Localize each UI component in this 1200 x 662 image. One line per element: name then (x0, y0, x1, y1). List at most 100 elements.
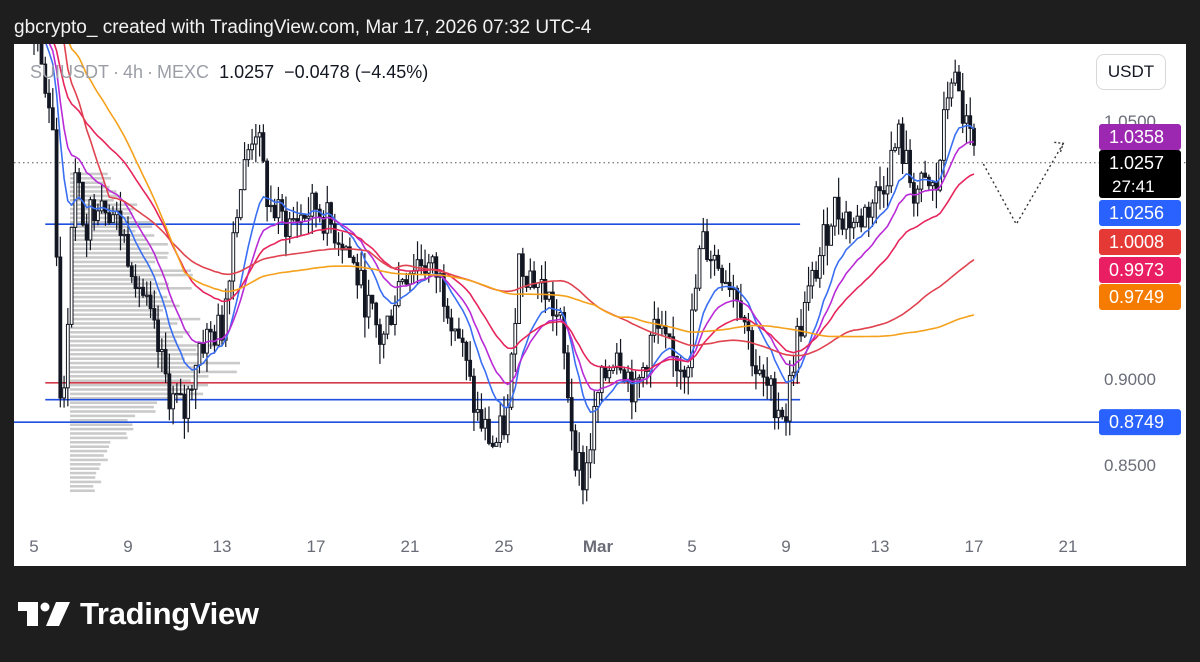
candle-body (107, 212, 112, 224)
candle-body (351, 256, 356, 264)
candle-body (494, 441, 499, 447)
candle-body (754, 365, 758, 375)
candle-body (919, 172, 924, 190)
volume-profile-bar (70, 251, 169, 255)
candle-body (389, 315, 394, 326)
candle-body (310, 192, 315, 217)
candle-body (208, 328, 213, 333)
candle-body (238, 189, 243, 219)
candle-body (314, 192, 318, 210)
candle-body (550, 291, 555, 317)
candle-body (186, 388, 191, 419)
volume-profile-bar (70, 331, 191, 334)
price-label-text: 0.9749 (1109, 287, 1164, 307)
volume-profile-bar (70, 454, 104, 457)
currency-unit-button[interactable]: USDT (1096, 54, 1166, 90)
candle-body (821, 224, 826, 257)
candle-body (863, 206, 867, 228)
volume-profile-bar (70, 397, 190, 400)
candle-body (329, 202, 333, 225)
candle-body (524, 275, 529, 288)
price-axis-label: 1.0358 (1099, 124, 1181, 150)
candle-body (923, 172, 928, 178)
candle-body (366, 294, 371, 318)
ma-line-blue (45, 44, 975, 414)
candle-body (701, 231, 706, 250)
candle-body (370, 294, 375, 304)
x-tick-label: Mar (583, 537, 614, 556)
candle-body (378, 324, 382, 345)
price-label-text: 1.0008 (1109, 232, 1164, 252)
candle-body (633, 378, 638, 403)
candle-body (88, 199, 93, 241)
volume-profile-bar (70, 309, 163, 312)
caption-bar: gbcrypto_ created with TradingView.com, … (0, 0, 1200, 50)
candle-body (885, 185, 890, 195)
candle-body (163, 349, 168, 375)
candle-body (253, 136, 258, 145)
candle-body (92, 199, 97, 222)
candle-body (129, 265, 134, 278)
price-label-text: 1.0257 (1109, 153, 1164, 173)
price-label-text: 1.0256 (1109, 203, 1164, 223)
candle-body (261, 132, 266, 162)
candle-body (566, 352, 570, 399)
volume-profile-bar (70, 256, 168, 259)
candle-body (584, 462, 589, 491)
projection-path (982, 143, 1064, 226)
candle-body (475, 409, 480, 413)
price-label-box (1099, 257, 1181, 283)
price-axis-label: 0.9749 (1099, 284, 1181, 310)
volume-profile-bar (70, 463, 101, 466)
ma-line-red (63, 44, 975, 357)
price-axis-label: 0.8749 (1099, 409, 1181, 436)
x-tick-label: 5 (687, 537, 696, 556)
volume-profile-bar (70, 287, 192, 290)
candle-body (528, 270, 533, 288)
candle-body (321, 216, 326, 234)
chart-panel[interactable]: 5 9 13 17 21 25 Mar 5 9 13 17 21 1.0500 0.9000 0.8500 1… (14, 44, 1186, 566)
candle-body (708, 258, 713, 262)
candle-body (498, 415, 503, 443)
tradingview-wordmark: TradingView (80, 596, 259, 631)
candle-body (769, 378, 773, 386)
tradingview-logo: TradingView (18, 596, 259, 631)
volume-profile-bar (70, 234, 155, 237)
candle-body (581, 452, 585, 491)
candle-body (588, 449, 593, 464)
candle-body (750, 330, 755, 367)
candle-body (400, 279, 405, 283)
candle-body (896, 123, 901, 149)
volume-profile-bar (70, 225, 153, 228)
candle-body (122, 233, 127, 237)
candle-body (675, 356, 679, 372)
candle-body (144, 294, 149, 297)
price-chart[interactable]: 5 9 13 17 21 25 Mar 5 9 13 17 211.05000.90000.85001… (14, 44, 1186, 566)
candle-body (479, 409, 484, 429)
candle-body (347, 246, 352, 258)
candle-body (562, 312, 567, 354)
candle-body (855, 215, 860, 223)
volume-profile-bar (70, 388, 191, 391)
candle-body (272, 204, 277, 219)
volume-profile-bar (70, 449, 108, 453)
price-label-text: 0.8749 (1109, 412, 1164, 432)
candle-body (419, 259, 424, 267)
candle-body (836, 196, 841, 220)
volume-profile-bar (70, 348, 197, 352)
candle-body (802, 301, 807, 337)
volume-profile-bar (70, 401, 158, 404)
candle-body (652, 318, 657, 336)
candle-body (772, 378, 777, 419)
candle-body (814, 269, 818, 279)
volume-profile-bar (70, 419, 128, 422)
price-label-box (1099, 229, 1181, 255)
volume-profile-bar (70, 304, 180, 308)
candle-body (268, 204, 273, 208)
volume-profile-bar (70, 265, 151, 268)
bar-countdown-text: 27:41 (1112, 177, 1155, 196)
candle-body (340, 243, 345, 251)
price-label-box (1099, 409, 1181, 436)
candle-body (641, 366, 646, 378)
candle-body (949, 82, 954, 99)
